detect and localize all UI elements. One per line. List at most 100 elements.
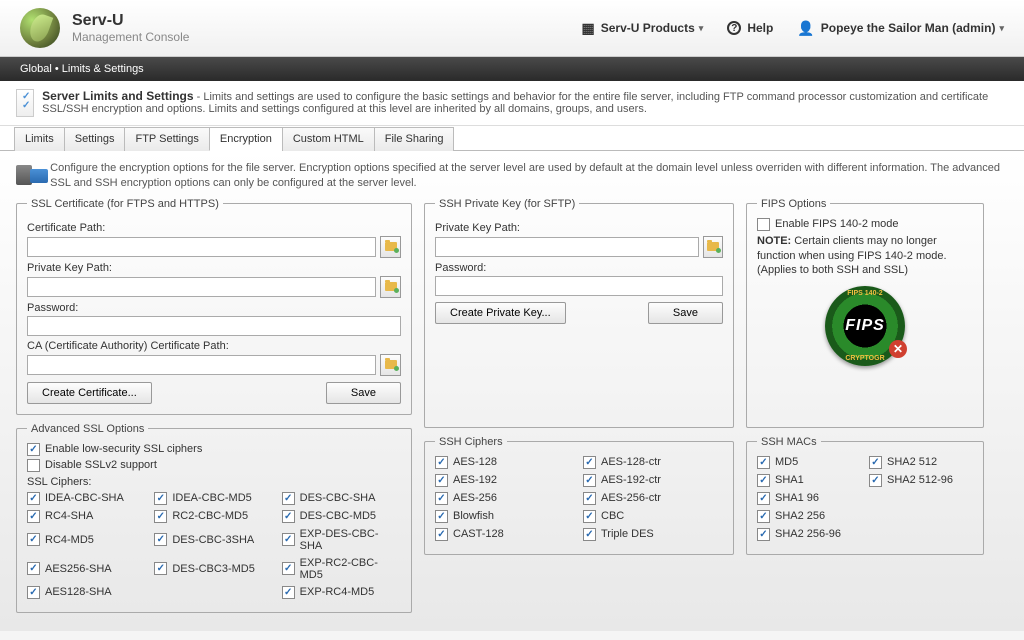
- checkbox[interactable]: [435, 510, 448, 523]
- cipher-item[interactable]: Blowfish: [435, 510, 575, 523]
- ssh-priv-key-input[interactable]: [435, 237, 699, 257]
- ssh-macs-group: SSH MACs MD5SHA2 512SHA1SHA2 512-96SHA1 …: [746, 436, 984, 555]
- cipher-item[interactable]: AES-192-ctr: [583, 474, 723, 487]
- cipher-item[interactable]: SHA1 96: [757, 492, 861, 505]
- checkbox[interactable]: [757, 456, 770, 469]
- checkbox[interactable]: [282, 533, 295, 546]
- checkbox[interactable]: [282, 492, 295, 505]
- priv-key-browse-button[interactable]: [380, 276, 401, 298]
- note-label: NOTE:: [757, 235, 791, 247]
- cipher-item[interactable]: DES-CBC3-MD5: [154, 557, 273, 581]
- create-private-key-button[interactable]: Create Private Key...: [435, 302, 566, 324]
- tab-limits[interactable]: Limits: [14, 127, 65, 151]
- cipher-item[interactable]: AES128-SHA: [27, 586, 146, 599]
- cipher-item[interactable]: DES-CBC-MD5: [282, 510, 401, 523]
- cipher-item[interactable]: SHA2 512-96: [869, 474, 973, 487]
- cipher-item[interactable]: SHA2 256-96: [757, 528, 861, 541]
- help-link[interactable]: ? Help: [727, 21, 773, 35]
- checkbox[interactable]: [757, 474, 770, 487]
- cipher-item[interactable]: CAST-128: [435, 528, 575, 541]
- ca-path-browse-button[interactable]: [380, 354, 401, 376]
- cipher-item[interactable]: EXP-RC2-CBC-MD5: [282, 557, 401, 581]
- user-dropdown[interactable]: 👤 Popeye the Sailor Man (admin) ▾: [797, 20, 1004, 37]
- cipher-item[interactable]: SHA2 256: [757, 510, 861, 523]
- checkbox[interactable]: [282, 562, 295, 575]
- checkbox[interactable]: [27, 533, 40, 546]
- checkbox[interactable]: [282, 510, 295, 523]
- cipher-item[interactable]: AES-256: [435, 492, 575, 505]
- ca-path-input[interactable]: [27, 355, 376, 375]
- checkbox[interactable]: [757, 492, 770, 505]
- cipher-item[interactable]: RC4-SHA: [27, 510, 146, 523]
- fips-legend: FIPS Options: [757, 198, 830, 210]
- checkbox[interactable]: [27, 562, 40, 575]
- cipher-item[interactable]: Triple DES: [583, 528, 723, 541]
- checkbox[interactable]: [154, 510, 167, 523]
- checkbox[interactable]: [757, 218, 770, 231]
- cipher-item[interactable]: RC4-MD5: [27, 528, 146, 552]
- ssl-password-input[interactable]: [27, 316, 401, 336]
- checkbox[interactable]: [757, 510, 770, 523]
- tab-encryption[interactable]: Encryption: [209, 127, 283, 151]
- server-chip-icon: [16, 161, 42, 189]
- checkbox[interactable]: [154, 492, 167, 505]
- checkbox[interactable]: [27, 510, 40, 523]
- cipher-item[interactable]: RC2-CBC-MD5: [154, 510, 273, 523]
- ssl-save-button[interactable]: Save: [326, 382, 401, 404]
- cipher-item[interactable]: EXP-DES-CBC-SHA: [282, 528, 401, 552]
- checkbox[interactable]: [583, 492, 596, 505]
- checkbox[interactable]: [282, 586, 295, 599]
- checkbox[interactable]: [435, 474, 448, 487]
- cert-path-input[interactable]: [27, 237, 376, 257]
- checkbox[interactable]: [757, 528, 770, 541]
- cipher-item[interactable]: DES-CBC-SHA: [282, 492, 401, 505]
- cipher-item[interactable]: IDEA-CBC-SHA: [27, 492, 146, 505]
- cipher-item[interactable]: MD5: [757, 456, 861, 469]
- enable-fips-checkbox-row[interactable]: Enable FIPS 140-2 mode: [757, 218, 973, 231]
- fips-options-group: FIPS Options Enable FIPS 140-2 mode NOTE…: [746, 198, 984, 428]
- checkbox[interactable]: [154, 533, 167, 546]
- cipher-item[interactable]: AES-128-ctr: [583, 456, 723, 469]
- user-label: Popeye the Sailor Man (admin): [821, 21, 996, 35]
- tab-file-sharing[interactable]: File Sharing: [374, 127, 455, 151]
- cipher-item[interactable]: SHA2 512: [869, 456, 973, 469]
- disable-sslv2-checkbox-row[interactable]: Disable SSLv2 support: [27, 459, 401, 472]
- ssh-save-button[interactable]: Save: [648, 302, 723, 324]
- checkbox[interactable]: [27, 492, 40, 505]
- checkbox[interactable]: [27, 443, 40, 456]
- cipher-item[interactable]: SHA1: [757, 474, 861, 487]
- cipher-item[interactable]: AES-192: [435, 474, 575, 487]
- cipher-item[interactable]: AES256-SHA: [27, 557, 146, 581]
- checkbox[interactable]: [27, 459, 40, 472]
- priv-key-input[interactable]: [27, 277, 376, 297]
- cipher-item[interactable]: AES-128: [435, 456, 575, 469]
- checkbox[interactable]: [583, 510, 596, 523]
- checkbox[interactable]: [583, 456, 596, 469]
- products-dropdown[interactable]: ▦ Serv-U Products ▾: [582, 20, 704, 37]
- ssh-priv-key-browse-button[interactable]: [703, 236, 723, 258]
- checkbox[interactable]: [869, 456, 882, 469]
- cipher-item[interactable]: EXP-RC4-MD5: [282, 586, 401, 599]
- checkbox[interactable]: [154, 562, 167, 575]
- checkbox[interactable]: [583, 474, 596, 487]
- checkbox[interactable]: [27, 586, 40, 599]
- tab-custom-html[interactable]: Custom HTML: [282, 127, 375, 151]
- ssh-password-input[interactable]: [435, 276, 723, 296]
- checkbox[interactable]: [435, 528, 448, 541]
- checkbox[interactable]: [435, 492, 448, 505]
- low-security-checkbox-row[interactable]: Enable low-security SSL ciphers: [27, 443, 401, 456]
- cipher-label: SHA1 96: [775, 492, 819, 504]
- cipher-item[interactable]: CBC: [583, 510, 723, 523]
- cert-path-browse-button[interactable]: [380, 236, 401, 258]
- checkbox[interactable]: [435, 456, 448, 469]
- tab-ftp-settings[interactable]: FTP Settings: [124, 127, 209, 151]
- cipher-item[interactable]: AES-256-ctr: [583, 492, 723, 505]
- cipher-item[interactable]: IDEA-CBC-MD5: [154, 492, 273, 505]
- section-title: Server Limits and Settings: [42, 89, 193, 103]
- cert-path-label: Certificate Path:: [27, 222, 401, 234]
- create-certificate-button[interactable]: Create Certificate...: [27, 382, 152, 404]
- checkbox[interactable]: [869, 474, 882, 487]
- checkbox[interactable]: [583, 528, 596, 541]
- cipher-item[interactable]: DES-CBC-3SHA: [154, 528, 273, 552]
- tab-settings[interactable]: Settings: [64, 127, 126, 151]
